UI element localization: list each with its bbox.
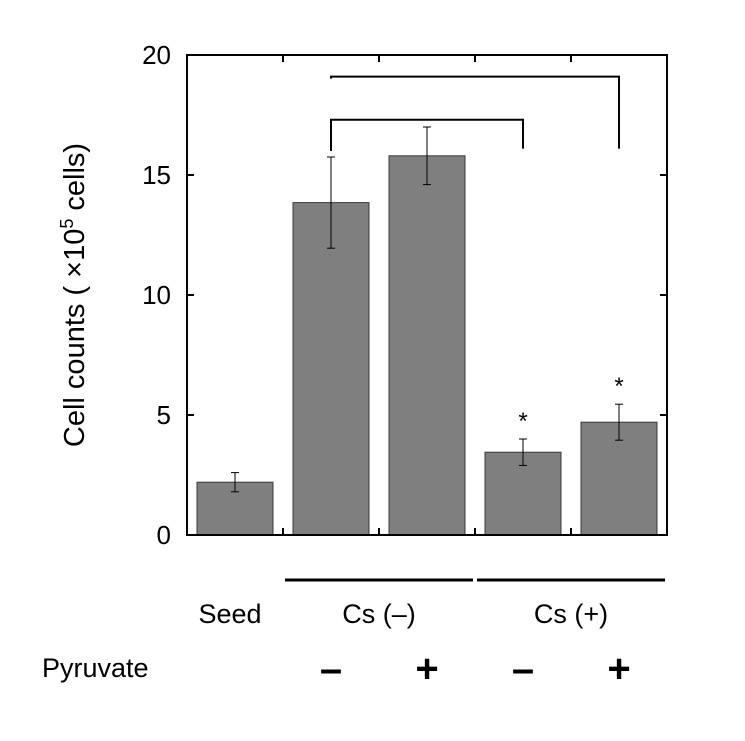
y-axis-label-text: Cell counts ( ×105 cells)	[57, 143, 91, 447]
pyruvate-sign-1: +	[415, 647, 438, 691]
x-label-seed: Seed	[198, 599, 261, 629]
bar-1	[292, 202, 370, 536]
comparison-brackets	[330, 75, 620, 151]
y-tick-label-4: 20	[142, 40, 171, 70]
pyruvate-sign-2: –	[512, 647, 534, 691]
y-tick-label-0: 0	[157, 520, 171, 550]
x-label-group-cs-plus: Cs (+)	[534, 599, 608, 629]
x-label-group-cs-minus: Cs (–)	[342, 599, 416, 629]
bars-layer	[196, 155, 658, 536]
y-axis-ticks: 0 5 10 15 20	[142, 40, 667, 550]
y-axis-label: Cell counts ( ×105 cells)	[57, 143, 91, 447]
pyruvate-sign-3: +	[607, 647, 630, 691]
error-bars-layer	[231, 126, 623, 493]
comparison-bracket-1	[330, 75, 620, 149]
comparison-bracket-0	[330, 118, 524, 151]
x-axis-labels: Seed Cs (–) Cs (+) Pyruvate – + – +	[42, 578, 665, 691]
y-tick-label-2: 10	[142, 280, 171, 310]
pyruvate-sign-0: –	[320, 647, 342, 691]
y-tick-label-3: 15	[142, 160, 171, 190]
bar-2	[388, 155, 466, 536]
significance-star-4: *	[614, 373, 623, 400]
x-label-row-pyruvate: Pyruvate	[42, 653, 149, 683]
y-tick-label-1: 5	[157, 400, 171, 430]
significance-star-3: *	[518, 408, 527, 435]
significance-marks: **	[518, 373, 623, 435]
bar-3	[484, 451, 562, 536]
